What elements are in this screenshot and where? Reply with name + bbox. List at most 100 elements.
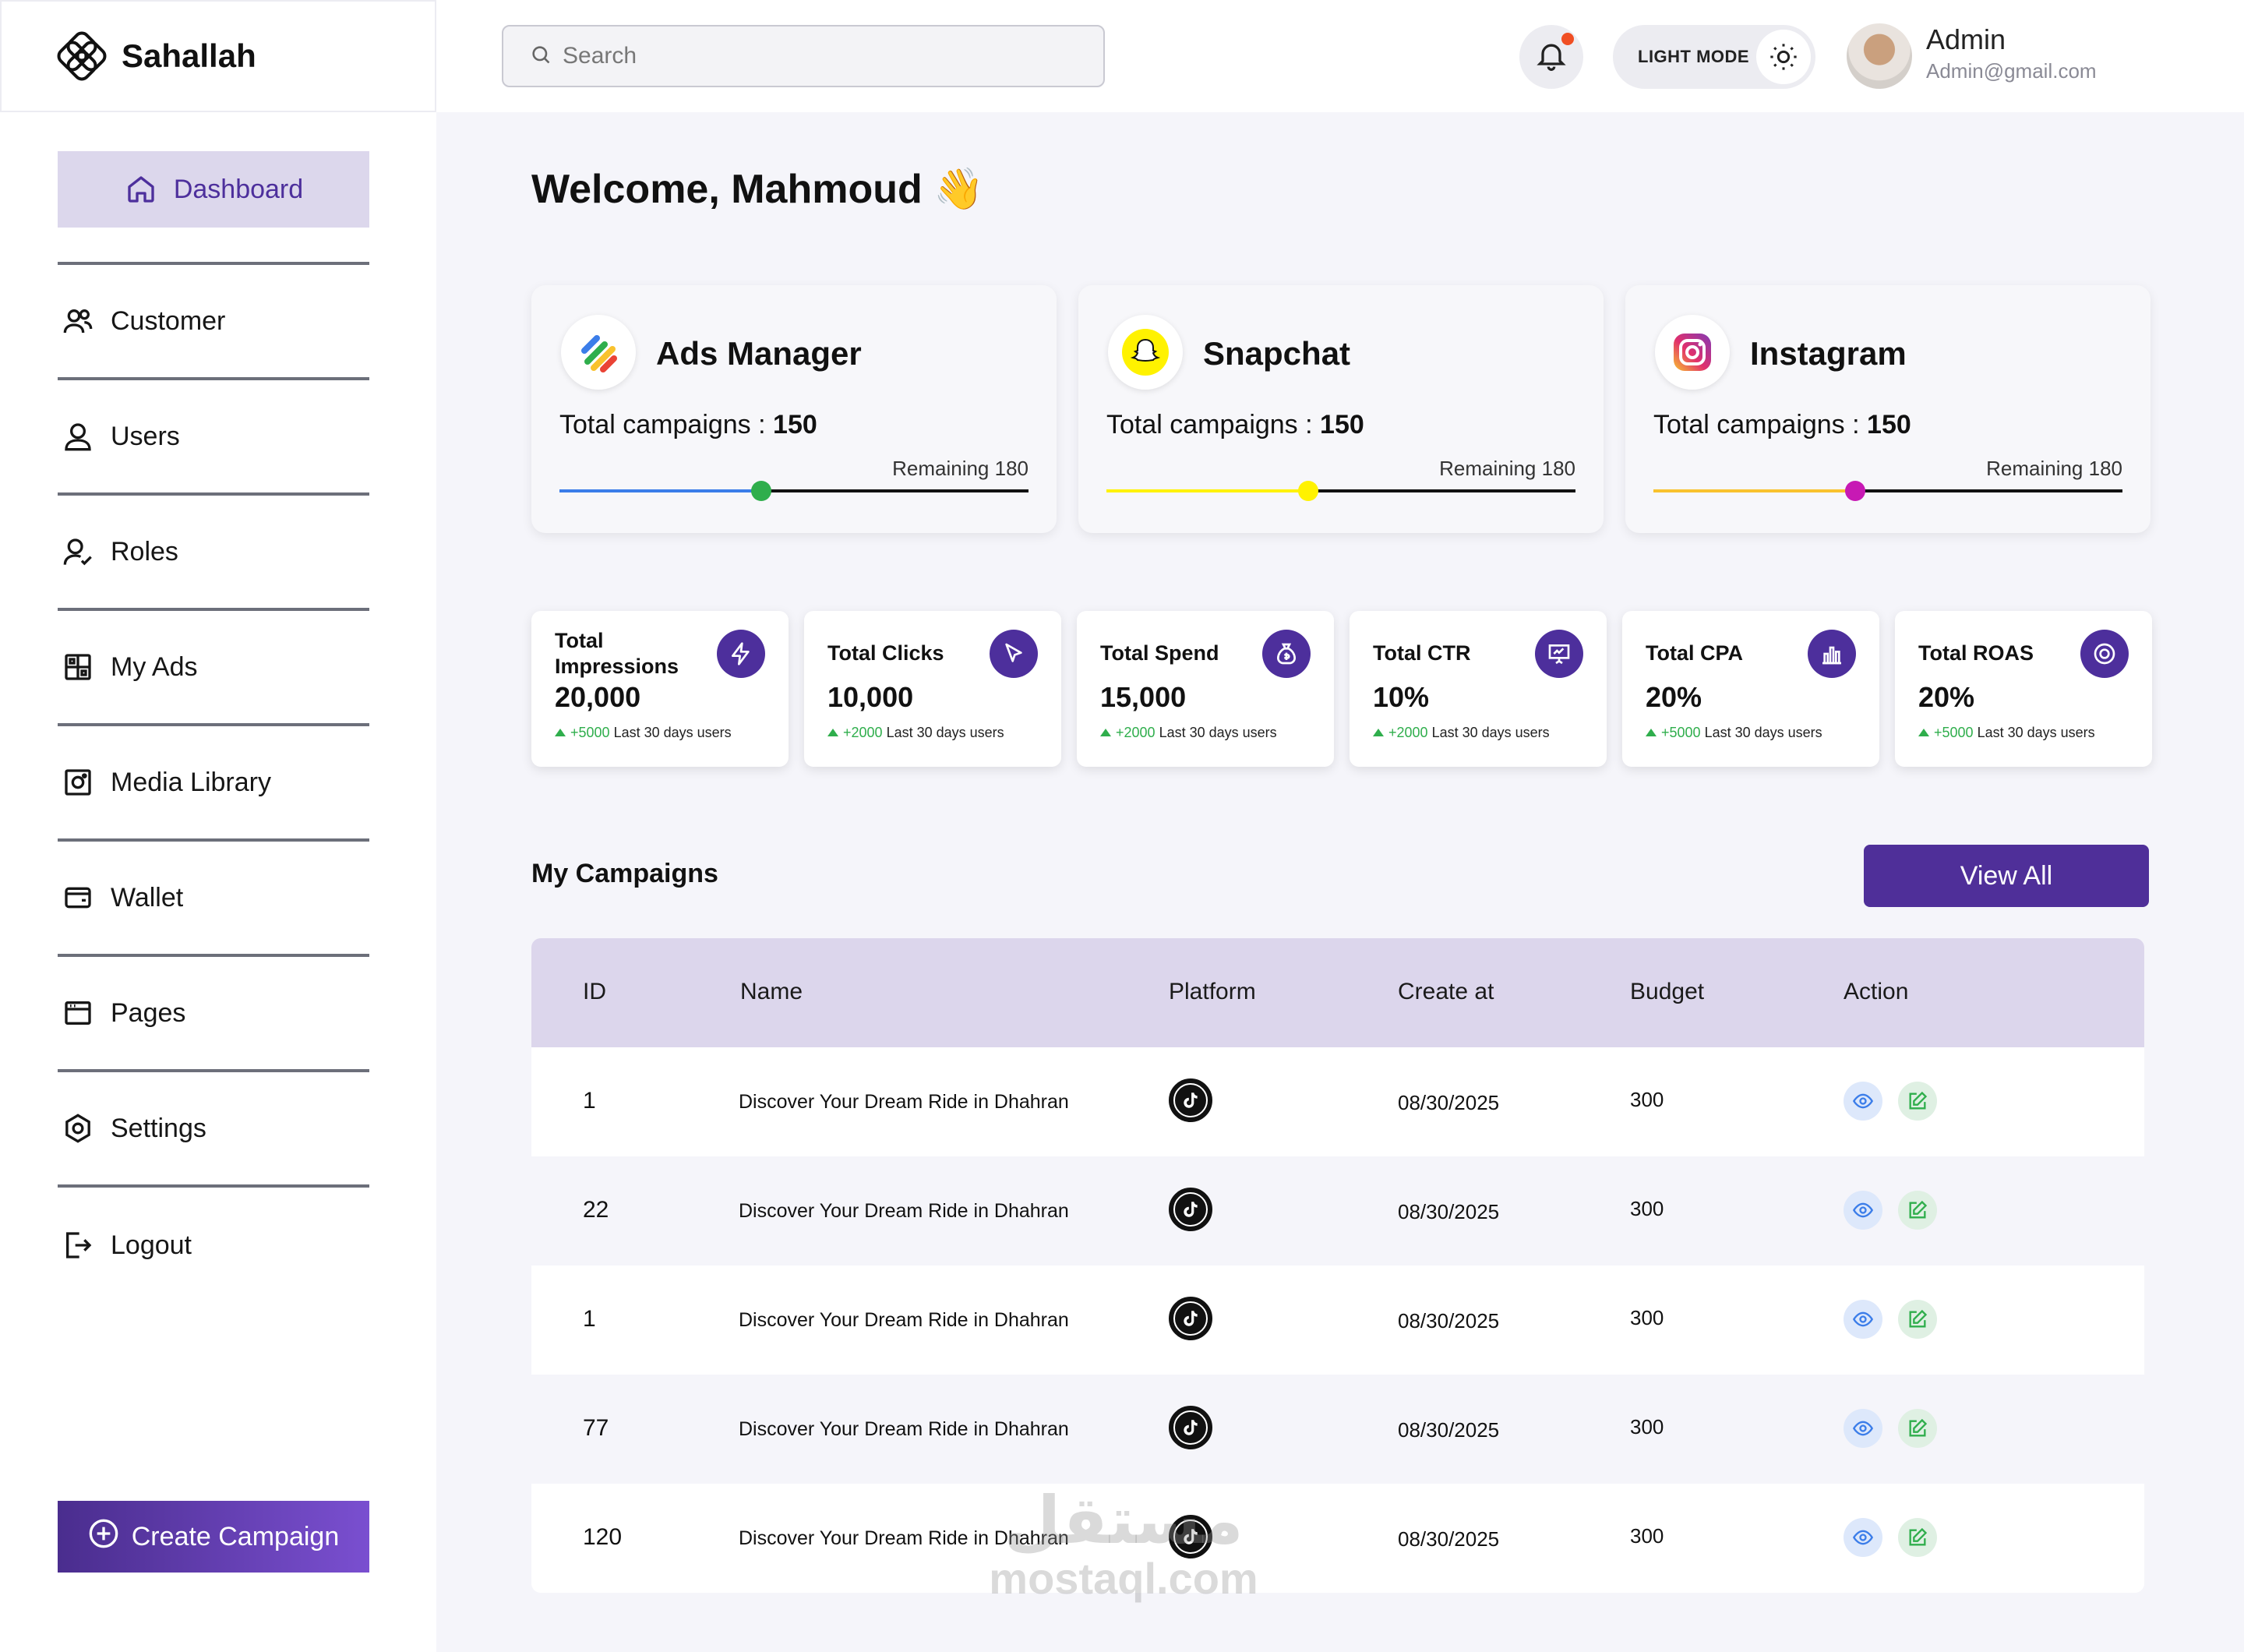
edit-icon[interactable] (1898, 1409, 1937, 1448)
cell-create-at: 08/30/2025 (1398, 1200, 1500, 1223)
platform-card-snapchat[interactable]: Snapchat Total campaigns : 150 Remaining… (1078, 285, 1604, 533)
progress-fill (1106, 489, 1308, 492)
table-row[interactable]: 77 Discover Your Dream Ride in Dhahran 0… (531, 1375, 2144, 1484)
cell-id: 120 (583, 1524, 623, 1550)
edit-icon[interactable] (1898, 1300, 1937, 1339)
user-email: Admin@gmail.com (1926, 59, 2097, 83)
sidebar-item-dashboard[interactable]: Dashboard (58, 151, 369, 228)
stat-delta: +5000 (1934, 725, 1974, 740)
view-eye-icon[interactable] (1844, 1082, 1882, 1121)
cell-budget: 300 (1630, 1306, 1664, 1329)
stat-card-impressions[interactable]: Total Impressions 20,000 +5000 Last 30 d… (531, 611, 789, 767)
stat-trend: +5000 Last 30 days users (555, 725, 732, 741)
stat-trend: +2000 Last 30 days users (827, 725, 1004, 741)
column-header-create-at[interactable]: Create at (1398, 979, 1494, 1004)
plus-circle-icon (88, 1518, 119, 1556)
sidebar-item-settings[interactable]: Settings (58, 1072, 369, 1188)
notifications-button[interactable] (1519, 25, 1583, 89)
instagram-logo-icon (1655, 315, 1730, 390)
progress-knob[interactable] (1297, 481, 1318, 501)
table-row[interactable]: 1 Discover Your Dream Ride in Dhahran 08… (531, 1047, 2144, 1156)
cell-name: Discover Your Dream Ride in Dhahran (739, 1309, 1069, 1331)
total-campaigns-label: Total campaigns : (1106, 410, 1313, 439)
sidebar-item-users[interactable]: Users (58, 380, 369, 496)
remaining-label: Remaining 180 (1439, 457, 1575, 480)
ads-manager-logo-icon (561, 315, 636, 390)
platform-card-ads-manager[interactable]: Ads Manager Total campaigns : 150 Remain… (531, 285, 1057, 533)
column-header-name[interactable]: Name (740, 979, 803, 1004)
total-campaigns: Total campaigns : 150 (1653, 410, 1911, 440)
platform-name: Ads Manager (656, 335, 862, 372)
users-group-icon (61, 304, 95, 338)
progress-knob[interactable] (750, 481, 771, 501)
trend-up-icon (827, 729, 838, 736)
stat-delta: +2000 (843, 725, 883, 740)
column-header-budget[interactable]: Budget (1630, 979, 1705, 1004)
campaign-progress (559, 481, 1028, 501)
stat-value: 20% (1646, 681, 1702, 713)
stat-note: Last 30 days users (1159, 725, 1277, 740)
table-row[interactable]: 1 Discover Your Dream Ride in Dhahran 08… (531, 1265, 2144, 1375)
edit-icon[interactable] (1898, 1082, 1937, 1121)
view-eye-icon[interactable] (1844, 1409, 1882, 1448)
tiktok-icon (1169, 1078, 1212, 1122)
watermark: مستقل mostaql.com (983, 1485, 1264, 1618)
snapchat-logo-icon (1108, 315, 1183, 390)
view-eye-icon[interactable] (1844, 1300, 1882, 1339)
theme-toggle[interactable]: LIGHT MODE (1613, 25, 1815, 89)
stat-card-clicks[interactable]: Total Clicks 10,000 +2000 Last 30 days u… (804, 611, 1061, 767)
money-bag-icon (1262, 630, 1311, 678)
brand[interactable]: Sahallah (0, 0, 436, 112)
create-campaign-button[interactable]: Create Campaign (58, 1501, 369, 1573)
stat-card-spend[interactable]: Total Spend 15,000 +2000 Last 30 days us… (1077, 611, 1334, 767)
cell-id: 77 (583, 1415, 609, 1441)
campaign-progress (1653, 481, 2122, 501)
campaign-progress (1106, 481, 1575, 501)
cell-budget: 300 (1630, 1197, 1664, 1220)
user-check-icon (61, 535, 95, 569)
stat-card-ctr[interactable]: Total CTR 10% +2000 Last 30 days users (1350, 611, 1607, 767)
stat-title: Total Impressions (555, 629, 679, 678)
create-campaign-label: Create Campaign (131, 1521, 340, 1551)
sidebar-item-roles[interactable]: Roles (58, 496, 369, 611)
stat-title: Total Clicks (827, 641, 944, 665)
sidebar-nav: Dashboard Customer Users Roles My Ads (58, 151, 369, 1303)
stat-title: Total CPA (1646, 641, 1743, 665)
table-row[interactable]: 120 Discover Your Dream Ride in Dhahran … (531, 1484, 2144, 1593)
edit-icon[interactable] (1898, 1191, 1937, 1230)
sidebar-item-label: My Ads (111, 651, 198, 682)
search-input[interactable] (563, 43, 1092, 69)
sidebar-item-pages[interactable]: Pages (58, 957, 369, 1072)
stat-card-roas[interactable]: Total ROAS 20% +5000 Last 30 days users (1895, 611, 2152, 767)
cell-create-at: 08/30/2025 (1398, 1309, 1500, 1333)
cell-name: Discover Your Dream Ride in Dhahran (739, 1200, 1069, 1222)
trend-up-icon (1646, 729, 1657, 736)
platform-card-instagram[interactable]: Instagram Total campaigns : 150 Remainin… (1625, 285, 2150, 533)
stat-note: Last 30 days users (1704, 725, 1822, 740)
column-header-id[interactable]: ID (583, 979, 606, 1004)
browser-icon (61, 996, 95, 1030)
view-eye-icon[interactable] (1844, 1518, 1882, 1557)
total-campaigns-value: 150 (1867, 410, 1911, 439)
progress-knob[interactable] (1844, 481, 1865, 501)
column-header-platform[interactable]: Platform (1169, 979, 1256, 1004)
edit-icon[interactable] (1898, 1518, 1937, 1557)
logout-icon (61, 1228, 95, 1262)
sidebar-item-label: Pages (111, 997, 186, 1028)
sidebar-item-wallet[interactable]: Wallet (58, 842, 369, 957)
sidebar-item-customer[interactable]: Customer (58, 265, 369, 380)
table-row[interactable]: 22 Discover Your Dream Ride in Dhahran 0… (531, 1156, 2144, 1265)
avatar[interactable] (1847, 23, 1912, 89)
bolt-icon (717, 630, 765, 678)
view-eye-icon[interactable] (1844, 1191, 1882, 1230)
sidebar-item-my-ads[interactable]: My Ads (58, 611, 369, 726)
view-all-button[interactable]: View All (1864, 845, 2149, 907)
remaining-label: Remaining 180 (892, 457, 1028, 480)
sidebar-item-logout[interactable]: Logout (58, 1188, 369, 1303)
sidebar-item-label: Dashboard (173, 174, 304, 204)
stat-card-cpa[interactable]: Total CPA 20% +5000 Last 30 days users (1622, 611, 1879, 767)
search-box[interactable] (502, 25, 1105, 87)
stat-value: 20,000 (555, 681, 641, 713)
sidebar-item-media-library[interactable]: Media Library (58, 726, 369, 842)
stat-value: 10% (1373, 681, 1430, 713)
